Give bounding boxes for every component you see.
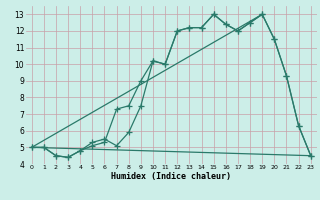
X-axis label: Humidex (Indice chaleur): Humidex (Indice chaleur) xyxy=(111,172,231,181)
